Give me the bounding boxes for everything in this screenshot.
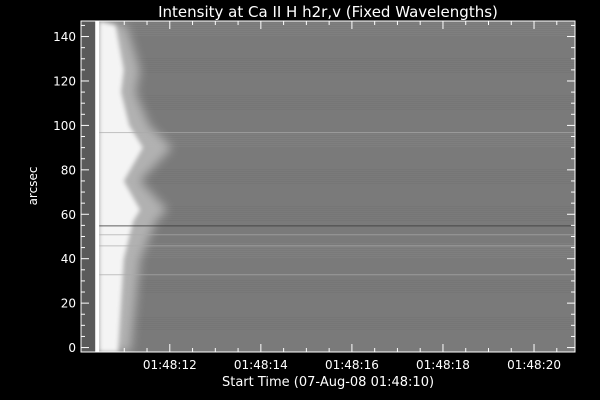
heatmap-texture-line <box>81 103 575 104</box>
heatmap-texture-line <box>81 208 575 209</box>
heatmap-left-edge <box>81 21 98 352</box>
y-tick-label: 120 <box>53 74 76 88</box>
heatmap-texture-line <box>81 31 575 32</box>
heatmap-texture-line <box>81 140 575 141</box>
heatmap-texture-line <box>81 35 575 36</box>
heatmap-texture-line <box>81 64 575 65</box>
y-tick-label: 80 <box>61 163 76 177</box>
heatmap-texture-line <box>81 142 575 143</box>
heatmap-texture-line <box>81 58 575 59</box>
x-tick-label: 01:48:16 <box>325 358 379 372</box>
heatmap-texture-line <box>81 33 575 34</box>
heatmap-texture-line <box>81 146 575 147</box>
heatmap-texture-line <box>81 62 575 63</box>
heatmap-texture-line <box>81 169 575 170</box>
heatmap-bright-edge <box>95 21 100 352</box>
heatmap-texture-line <box>81 329 575 330</box>
x-tick-label: 01:48:14 <box>234 358 288 372</box>
heatmap-texture-line <box>81 97 575 98</box>
x-tick-label: 01:48:12 <box>143 358 197 372</box>
heatmap-texture-line <box>81 282 575 283</box>
heatmap-texture-line <box>81 27 575 28</box>
heatmap-texture-line <box>81 247 575 248</box>
heatmap-texture-line <box>81 220 575 221</box>
y-axis-label: arcsec <box>26 167 40 206</box>
heatmap-texture-line <box>81 288 575 289</box>
heatmap-texture-line <box>81 134 575 135</box>
heatmap-texture-line <box>81 68 575 69</box>
y-tick-label: 20 <box>61 297 76 311</box>
heatmap-texture-line <box>81 255 575 256</box>
heatmap-texture-line <box>81 206 575 207</box>
heatmap-texture-line <box>81 325 575 326</box>
heatmap-texture-line <box>81 253 575 254</box>
heatmap-texture-line <box>81 136 575 137</box>
heatmap-texture-line <box>81 319 575 320</box>
y-tick-label: 60 <box>61 208 76 222</box>
heatmap-texture-line <box>81 105 575 106</box>
heatmap-texture-line <box>81 212 575 213</box>
heatmap-texture-line <box>81 286 575 287</box>
y-tick-label: 0 <box>68 341 76 355</box>
chart-title: Intensity at Ca II H h2r,v (Fixed Wavele… <box>158 3 498 21</box>
heatmap-streak <box>99 225 575 227</box>
heatmap-texture-line <box>81 99 575 100</box>
heatmap-texture-line <box>81 183 575 184</box>
heatmap-texture-line <box>81 292 575 293</box>
y-axis: 0 20 40 60 80 100 120 140 <box>53 24 575 355</box>
plot-frame <box>80 20 576 353</box>
heatmap-texture-line <box>81 95 575 96</box>
x-axis: 01:48:12 01:48:14 01:48:16 01:48:18 01:48:20 <box>123 21 561 372</box>
heatmap-texture-line <box>81 29 575 30</box>
heatmap-texture-line <box>81 327 575 328</box>
y-tick-label: 140 <box>53 30 76 44</box>
heatmap-texture-line <box>81 284 575 285</box>
heatmap-streak <box>99 132 575 134</box>
heatmap-texture-line <box>81 60 575 61</box>
heatmap-texture-line <box>81 70 575 71</box>
heatmap-texture-line <box>81 216 575 217</box>
x-tick-label: 01:48:18 <box>416 358 470 372</box>
y-tick-label: 100 <box>53 119 76 133</box>
heatmap-texture-line <box>81 72 575 73</box>
x-axis-label: Start Time (07-Aug-08 01:48:10) <box>222 375 434 390</box>
heatmap-texture-line <box>81 173 575 174</box>
heatmap-texture-line <box>81 66 575 67</box>
heatmap-texture-line <box>81 101 575 102</box>
y-tick-label: 40 <box>61 252 76 266</box>
heatmap-texture-line <box>81 210 575 211</box>
heatmap-streak <box>99 234 575 236</box>
heatmap-texture-line <box>81 175 575 176</box>
heatmap-texture-line <box>81 109 575 110</box>
heatmap-texture-line <box>81 171 575 172</box>
heatmap-texture-line <box>81 317 575 318</box>
heatmap-texture-line <box>81 23 575 24</box>
heatmap-texture-line <box>81 243 575 244</box>
heatmap-texture-line <box>81 144 575 145</box>
heatmap-streak <box>99 274 575 276</box>
heatmap-texture-line <box>81 214 575 215</box>
heatmap-texture-line <box>81 177 575 178</box>
heatmap-streak <box>99 245 575 247</box>
heatmap-texture-line <box>81 179 575 180</box>
heatmap-texture-line <box>81 321 575 322</box>
heatmap-texture-line <box>81 251 575 252</box>
heatmap-texture-line <box>81 181 575 182</box>
heatmap-texture-line <box>81 290 575 291</box>
heatmap-background <box>81 21 575 352</box>
x-tick-label: 01:48:20 <box>507 358 561 372</box>
heatmap-image <box>81 21 575 352</box>
heatmap-texture-line <box>81 25 575 26</box>
bright-region-core <box>99 21 143 352</box>
heatmap-texture-line <box>81 249 575 250</box>
heatmap-texture-line <box>81 280 575 281</box>
heatmap-texture-line <box>81 323 575 324</box>
heatmap-texture-line <box>81 107 575 108</box>
heatmap-texture-line <box>81 257 575 258</box>
heatmap-texture-line <box>81 138 575 139</box>
heatmap-texture-line <box>81 218 575 219</box>
